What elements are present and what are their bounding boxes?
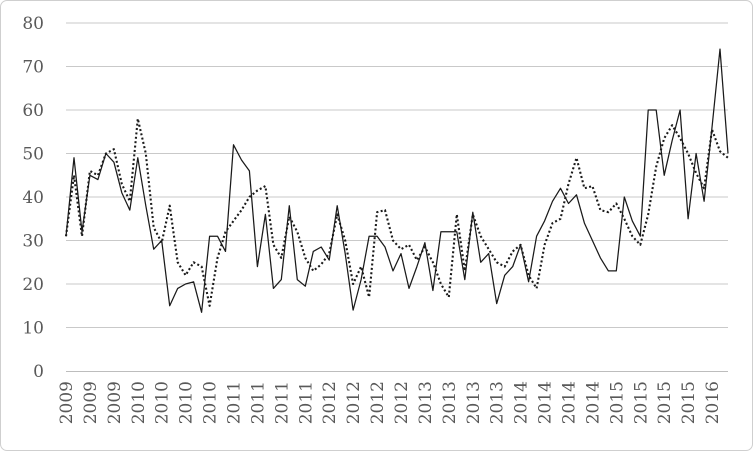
y-axis-tick-label: 20 <box>22 275 44 295</box>
x-axis-tick-label: 2015 <box>679 381 699 424</box>
x-axis-tick-label: 2015 <box>655 381 675 424</box>
x-axis-tick-label: 2015 <box>631 381 651 424</box>
x-axis-tick-label: 2010 <box>129 381 149 424</box>
y-axis-tick-label: 0 <box>33 362 44 382</box>
x-axis-tick-label: 2010 <box>201 381 221 424</box>
x-axis-tick-label: 2011 <box>296 381 316 424</box>
x-axis-tick-label: 2014 <box>512 381 532 424</box>
x-axis-tick-label: 2014 <box>583 381 603 424</box>
series-solid-line <box>65 48 729 313</box>
y-axis-tick-label: 80 <box>22 14 44 34</box>
y-axis-tick-label: 30 <box>22 232 44 252</box>
x-axis-tick-label: 2013 <box>416 381 436 424</box>
series-dotted-line <box>64 117 729 307</box>
x-axis-tick-label: 2012 <box>392 381 412 424</box>
x-axis-tick-label: 2015 <box>607 381 627 424</box>
x-axis-tick-label: 2012 <box>320 381 340 424</box>
x-axis-tick-label: 2016 <box>703 381 723 424</box>
x-axis-tick-label: 2011 <box>272 381 292 424</box>
x-axis-tick-label: 2012 <box>344 381 364 424</box>
x-axis-tick-label: 2013 <box>464 381 484 424</box>
y-axis-tick-label: 70 <box>22 58 44 78</box>
x-axis-tick-label: 2014 <box>536 381 556 424</box>
x-axis-tick-label: 2013 <box>488 381 508 424</box>
y-axis-tick-label: 50 <box>22 145 44 165</box>
x-axis-tick-label: 2010 <box>177 381 197 424</box>
x-axis-tick-label: 2011 <box>248 381 268 424</box>
x-axis-tick-label: 2009 <box>81 381 101 424</box>
x-axis-tick-label: 2011 <box>224 381 244 424</box>
x-axis-tick-label: 2010 <box>153 381 173 424</box>
x-axis-tick-label: 2009 <box>105 381 125 424</box>
y-axis-tick-label: 40 <box>22 188 44 208</box>
x-axis-tick-label: 2009 <box>57 381 77 424</box>
y-axis-tick-label: 10 <box>22 319 44 339</box>
y-axis-tick-label: 60 <box>22 101 44 121</box>
x-axis-tick-label: 2013 <box>440 381 460 424</box>
x-axis-tick-label: 2012 <box>368 381 388 424</box>
x-axis-tick-label: 2014 <box>559 381 579 424</box>
